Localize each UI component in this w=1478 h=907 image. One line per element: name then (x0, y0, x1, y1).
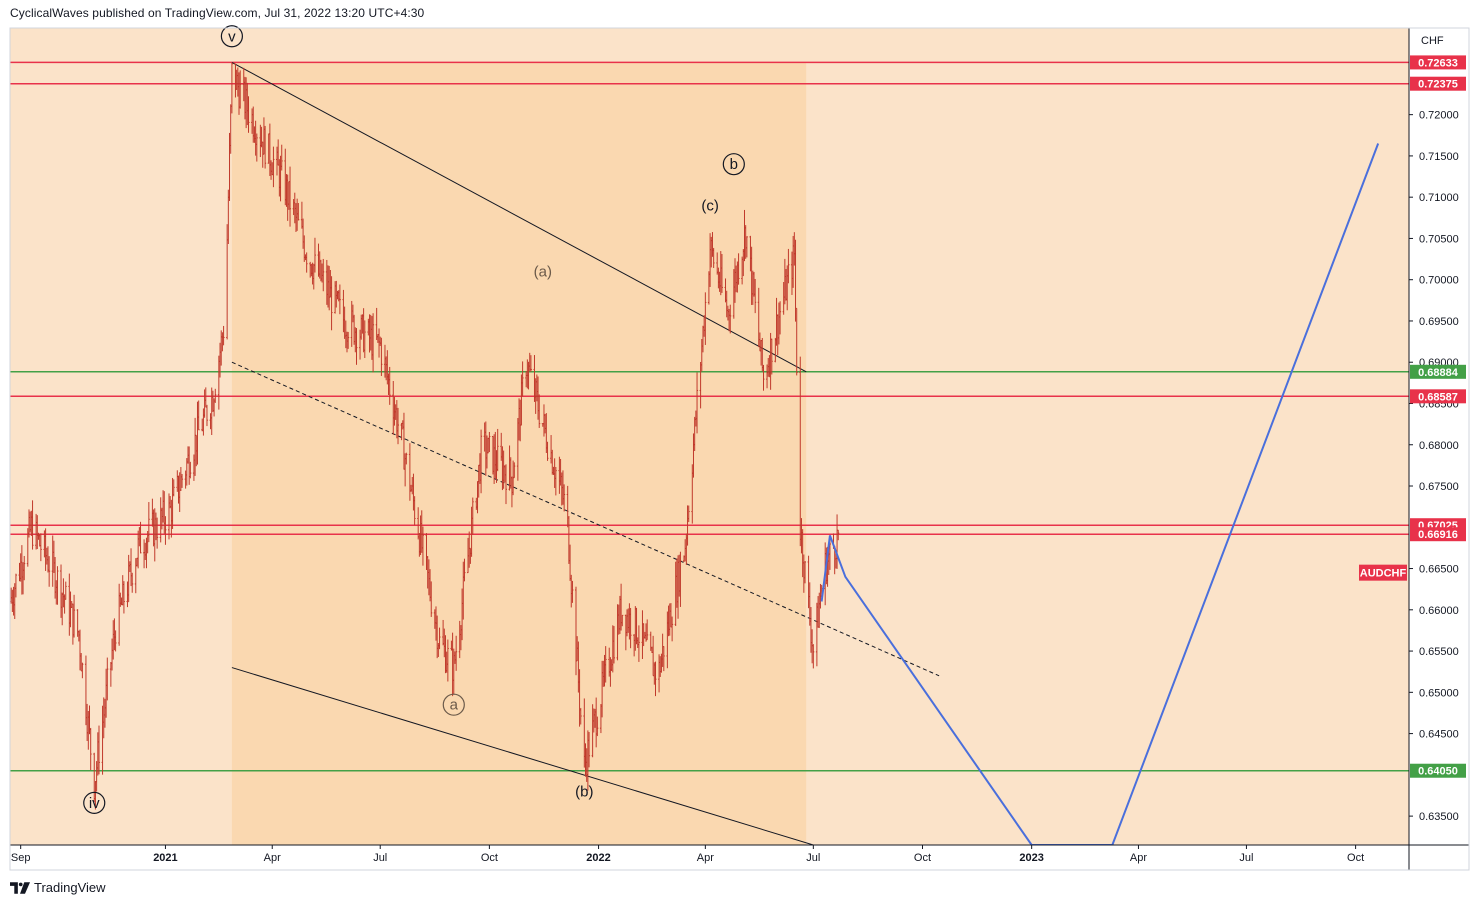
wave-label-1: iv (89, 795, 100, 812)
x-tick-label: 2022 (586, 852, 610, 864)
x-tick-label: Jul (373, 852, 387, 864)
x-tick-label: 2023 (1019, 852, 1043, 864)
x-tick-label: 2021 (153, 852, 177, 864)
axes: CHF 0.72000 0.71500 0.71000 0.70500 0.70000 0.… (9, 27, 1470, 871)
level-badge-label-6: 0.64050 (1418, 766, 1458, 778)
level-badge-6 (1410, 763, 1466, 778)
y-tick-label: 0.72000 (1419, 110, 1459, 122)
symbol-badge-label: AUDCHF (1360, 568, 1407, 580)
x-tick-label: Apr (697, 852, 714, 864)
level-badge-1 (1410, 76, 1466, 91)
wave-label-5: a (450, 697, 459, 714)
x-tick-label: Apr (264, 852, 281, 864)
chart-frame (9, 27, 1470, 871)
candles (10, 62, 840, 810)
wave-circle-1 (83, 791, 106, 815)
y-tick-label: 0.66000 (1419, 605, 1459, 617)
y-tick-label: 0.69500 (1419, 316, 1459, 328)
level-badge-label-1: 0.72375 (1418, 79, 1458, 91)
x-tick-label: Oct (481, 852, 498, 864)
y-tick-label: 0.64500 (1419, 729, 1459, 741)
wave-label-2: b (730, 156, 738, 173)
wave-label-0: v (228, 28, 236, 45)
footer: TradingView (10, 880, 106, 895)
x-tick-label: Sep (11, 852, 31, 864)
level-badge-label-0: 0.72633 (1418, 57, 1458, 69)
level-badge-label-3: 0.68587 (1418, 391, 1458, 403)
y-tick-label: 0.65000 (1419, 687, 1459, 699)
y-tick-label: 0.66500 (1419, 564, 1459, 576)
x-tick-label: Apr (1130, 852, 1147, 864)
y-tick-label: 0.63500 (1419, 811, 1459, 823)
footer-brand: TradingView (34, 880, 106, 895)
y-tick-label: 0.70000 (1419, 275, 1459, 287)
wave-label-4: (a) (534, 263, 552, 280)
wave-circle-5 (442, 693, 465, 716)
level-badge-3 (1410, 389, 1466, 404)
level-badge-0 (1410, 55, 1466, 70)
x-tick-label: Oct (914, 852, 931, 864)
y-tick-label: 0.71500 (1419, 151, 1459, 163)
y-tick-label: 0.68000 (1419, 440, 1459, 452)
tradingview-logo-icon (10, 881, 30, 894)
symbol-badge[interactable] (1359, 564, 1407, 581)
y-tick-label: 0.67500 (1419, 481, 1459, 493)
plot-area[interactable]: v iv b (c) (a) a (b) (10, 25, 1409, 845)
level-badge-label-2: 0.68884 (1418, 367, 1459, 379)
y-tick-label: 0.65500 (1419, 646, 1459, 658)
x-tick-label: Jul (806, 852, 820, 864)
publisher-caption: CyclicalWaves published on TradingView.c… (10, 6, 425, 20)
level-badge-2 (1410, 364, 1466, 379)
y-tick-label: 0.71000 (1419, 192, 1459, 204)
y-tick-label: 0.70500 (1419, 233, 1459, 245)
channel-box (231, 62, 807, 845)
wave-label-3: (c) (701, 197, 719, 214)
channel-mid-line[interactable] (231, 361, 940, 677)
x-tick-label: Oct (1347, 852, 1364, 864)
plot-content (10, 61, 1409, 845)
projection-path[interactable] (820, 143, 1380, 845)
level-badge-5 (1410, 527, 1466, 542)
channel-upper-line[interactable] (231, 61, 807, 373)
wave-circle-0 (220, 25, 243, 48)
wave-label-6: (b) (575, 783, 593, 800)
level-badge-label-5: 0.66916 (1418, 529, 1458, 541)
channel-lower-line[interactable] (231, 667, 814, 845)
wave-circle-2 (722, 153, 745, 176)
x-tick-label: Jul (1239, 852, 1253, 864)
currency-label: CHF (1421, 35, 1444, 47)
